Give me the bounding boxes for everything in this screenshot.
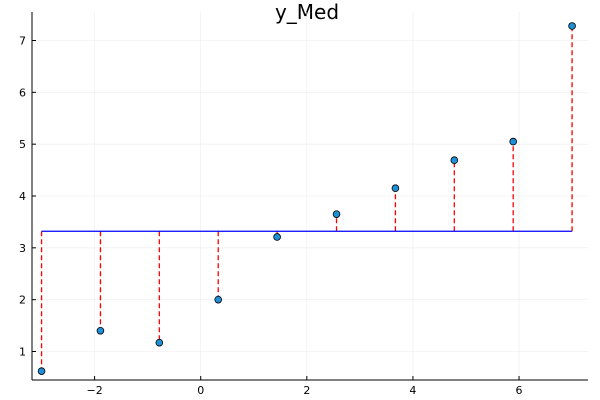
y-tick-label: 1 [19,345,26,358]
data-point [96,326,105,335]
x-tick-label: 6 [516,384,523,397]
x-tick-label: 0 [197,384,204,397]
y-tick-label: 7 [19,35,26,48]
y-tick-label: 3 [19,242,26,255]
y-tick-label: 6 [19,86,26,99]
data-point [214,295,223,304]
data-point [509,137,517,146]
data-point [391,184,400,193]
grid-lines [32,12,588,380]
data-point [450,156,459,165]
data-point [332,210,341,218]
data-point [155,338,164,347]
x-tick-label: 2 [303,384,310,397]
x-tick-label: 4 [409,384,416,397]
x-tick-label: −2 [86,384,102,397]
axes [31,12,588,381]
y-tick-label: 4 [19,190,26,203]
data-point [37,367,46,375]
y-tick-label: 5 [19,138,26,151]
data-point [273,233,281,241]
data-point [568,22,576,30]
y-tick-label: 2 [19,294,26,307]
tick-labels: −2 0 2 4 6 1 2 3 4 5 6 7 [19,35,523,397]
data-points [37,22,576,375]
